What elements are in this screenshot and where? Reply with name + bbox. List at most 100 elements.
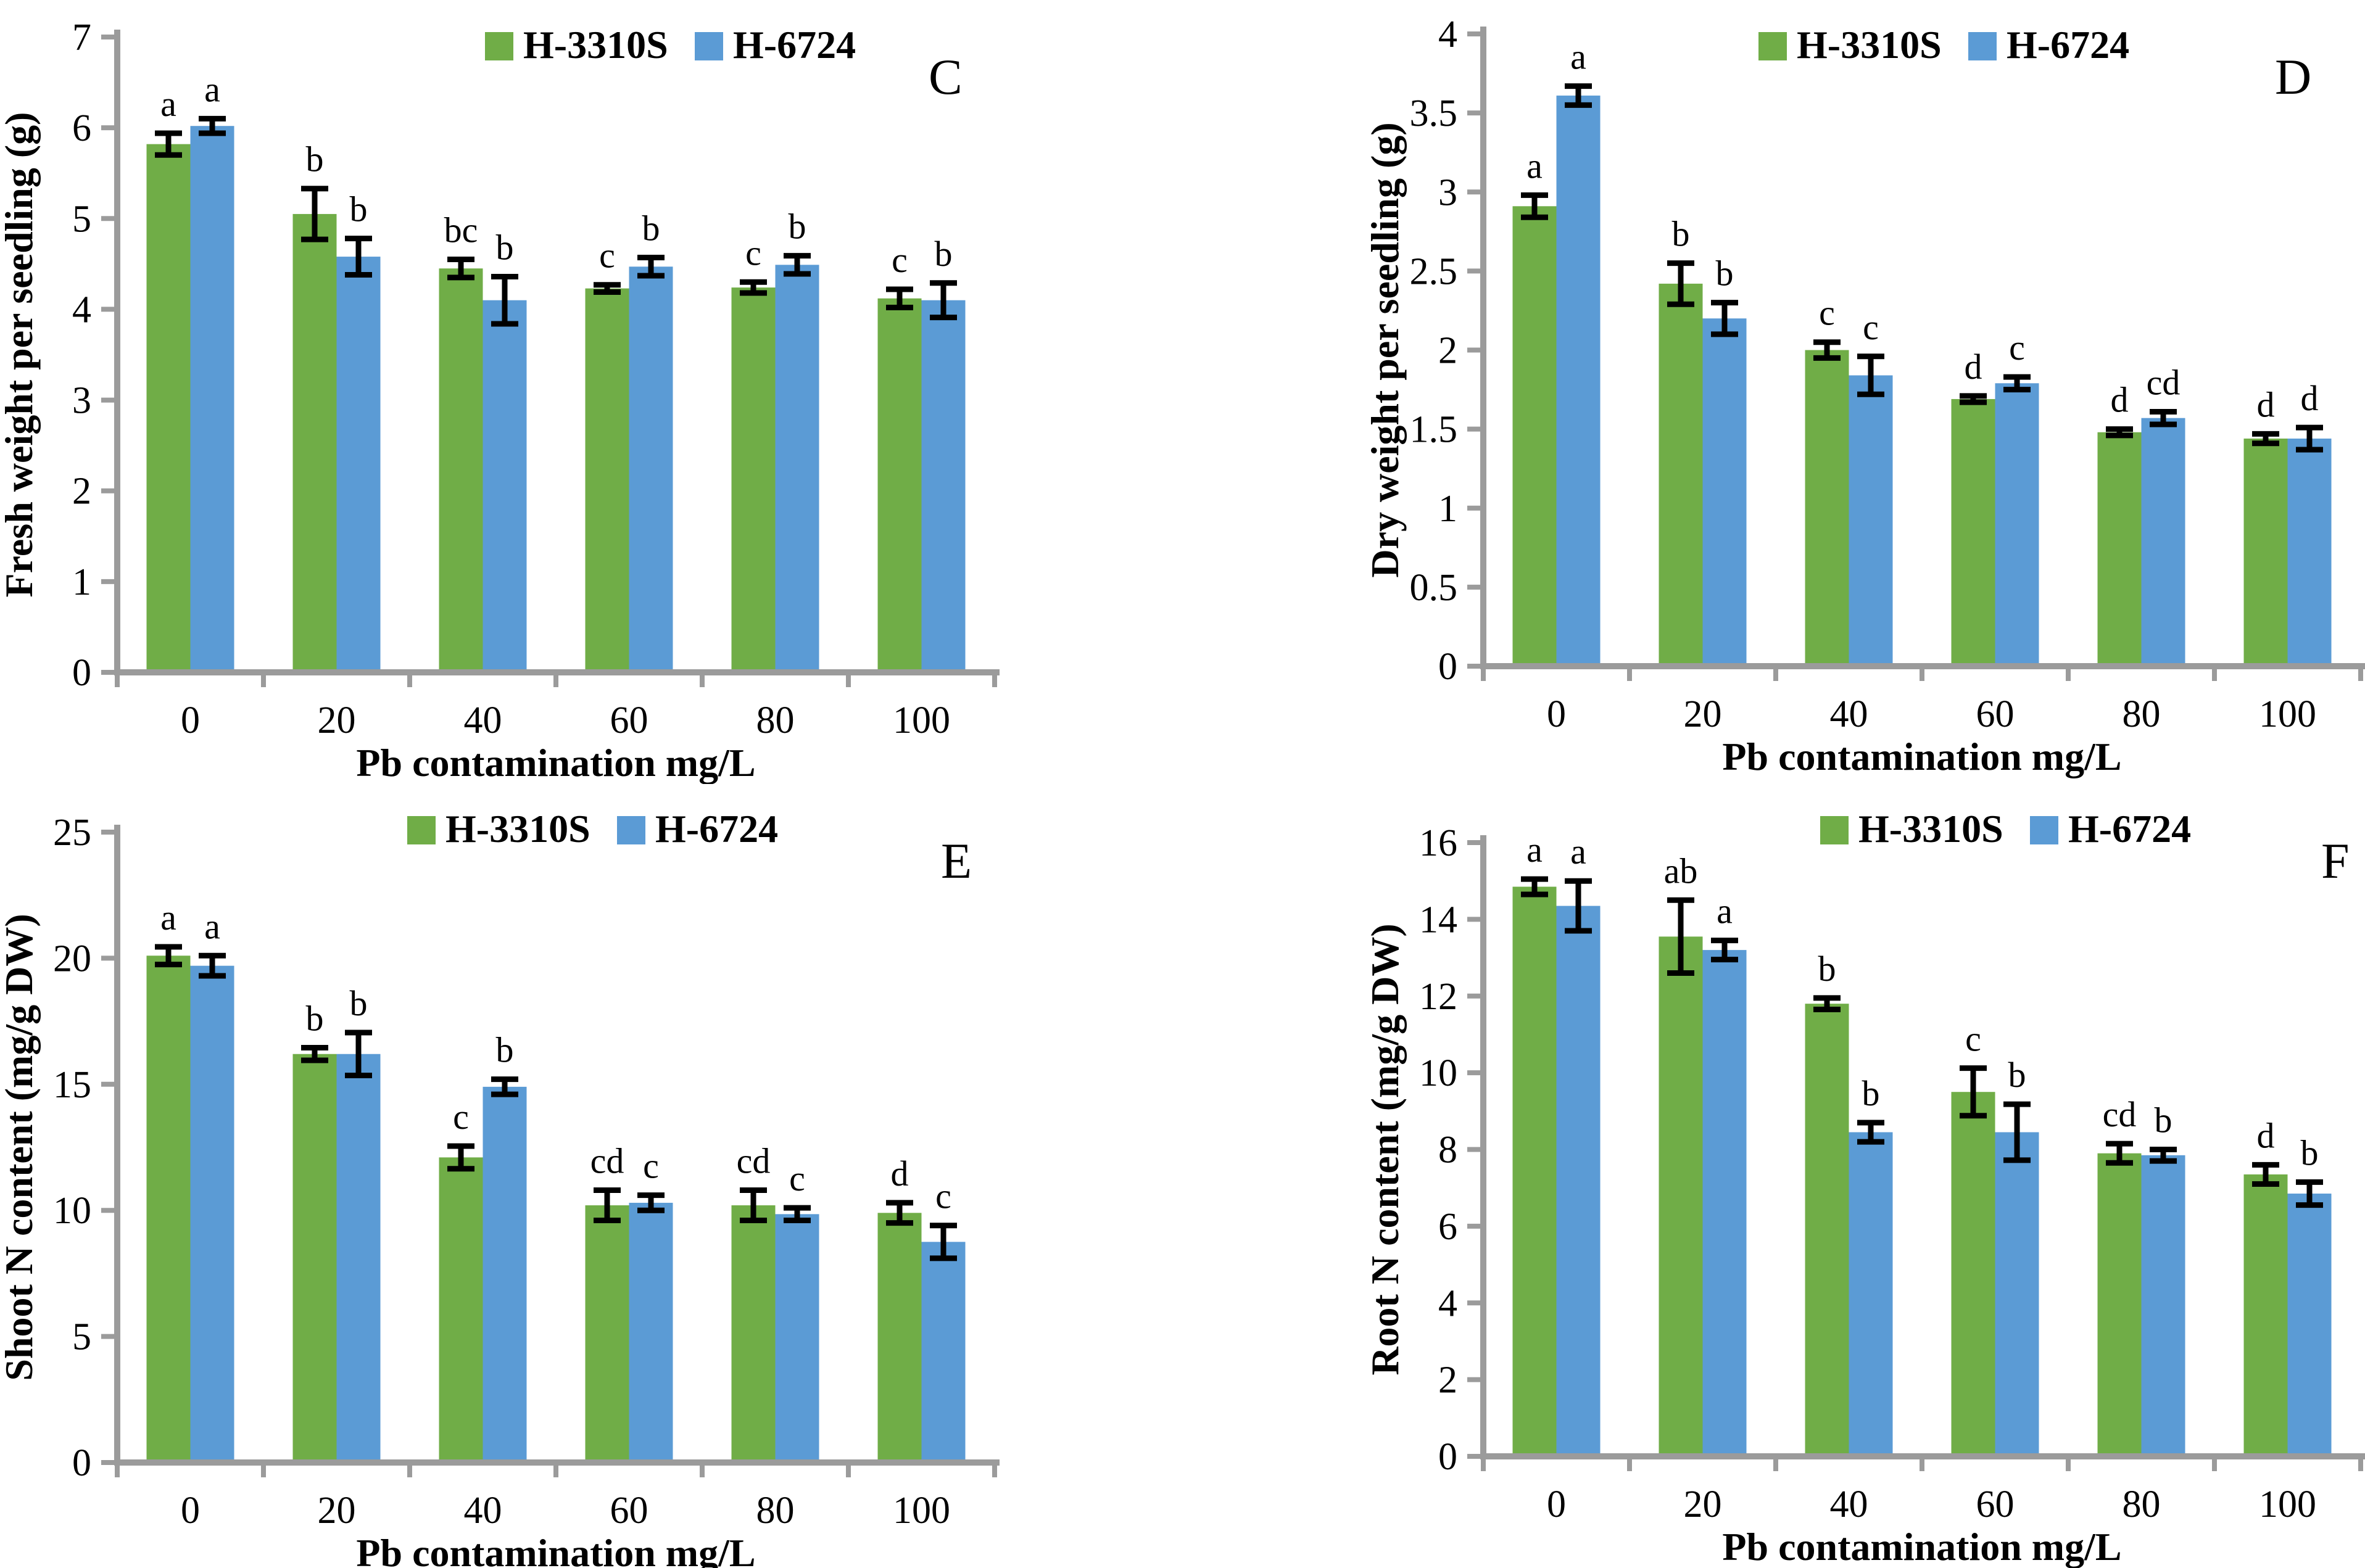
bar-H-3310S-60 xyxy=(1951,398,1995,666)
significance-letter: bc xyxy=(444,210,478,250)
legend-swatch-H-3310S xyxy=(485,32,513,60)
bar-H-6724-80 xyxy=(2141,1155,2185,1456)
significance-letter: d xyxy=(2257,384,2275,424)
y-tick-label: 7 xyxy=(72,17,91,59)
legend-label: H-6724 xyxy=(2007,23,2129,67)
bar-H-3310S-40 xyxy=(1805,350,1849,666)
bar-H-6724-80 xyxy=(775,1214,819,1463)
bar-H-3310S-60 xyxy=(585,1205,629,1463)
significance-letter: a xyxy=(1570,37,1586,77)
legend-swatch-H-6724 xyxy=(1968,32,1997,60)
y-tick-label: 10 xyxy=(53,1190,91,1232)
x-tick-label: 40 xyxy=(1830,693,1868,735)
y-tick-label: 2 xyxy=(1438,1360,1457,1401)
legend-swatch-H-3310S xyxy=(1820,816,1849,844)
y-tick-label: 4 xyxy=(1438,14,1457,56)
x-tick-label: 20 xyxy=(318,1490,356,1532)
legend-label: H-6724 xyxy=(2068,807,2191,851)
x-tick-label: 80 xyxy=(756,1490,795,1532)
y-tick-label: 4 xyxy=(72,289,91,331)
significance-letter: b xyxy=(306,999,324,1039)
bar-H-6724-0 xyxy=(190,126,234,672)
y-tick-label: 1.5 xyxy=(1410,409,1458,451)
y-tick-label: 14 xyxy=(1419,899,1457,941)
significance-letter: b xyxy=(496,1030,514,1070)
panel-letter: C xyxy=(929,49,963,105)
x-tick-label: 40 xyxy=(464,699,502,741)
y-tick-label: 0.5 xyxy=(1410,567,1458,609)
y-tick-label: 15 xyxy=(53,1064,91,1106)
y-tick-label: 25 xyxy=(53,812,91,854)
legend-swatch-H-6724 xyxy=(695,32,723,60)
significance-letter: a xyxy=(1526,146,1543,186)
bar-H-6724-80 xyxy=(775,265,819,672)
bar-H-3310S-0 xyxy=(1512,886,1557,1456)
y-tick-label: 2 xyxy=(1438,330,1457,372)
x-tick-label: 80 xyxy=(2123,1483,2161,1525)
y-tick-label: 8 xyxy=(1438,1129,1457,1171)
y-tick-label: 4 xyxy=(1438,1282,1457,1324)
legend-label: H-6724 xyxy=(655,807,778,851)
legend-label: H-3310S xyxy=(523,23,668,67)
x-tick-label: 60 xyxy=(1976,693,2015,735)
chart-panel-e: a b c cd cd d a b b c c c 0 5 10 15 20 25 0 20 40 60 80 100 Pb c… xyxy=(0,784,1182,1568)
significance-letter: c xyxy=(1819,293,1835,333)
chart-panel-f: a ab b c cd d a a b b b b 0 2 4 6 8 10 12 14 16 0 20 40 60 80 100 P… xyxy=(1183,784,2365,1568)
y-tick-label: 20 xyxy=(53,938,91,980)
bar-H-6724-60 xyxy=(629,1202,673,1463)
panel-letter: D xyxy=(2275,49,2311,105)
significance-letter: b xyxy=(306,139,324,179)
y-tick-label: 16 xyxy=(1419,822,1457,864)
bar-H-3310S-100 xyxy=(2243,439,2288,666)
significance-letter: b xyxy=(1716,254,1734,294)
y-tick-label: 0 xyxy=(72,652,91,694)
bar-H-6724-0 xyxy=(190,965,234,1463)
significance-letter: d xyxy=(2301,378,2319,418)
significance-letter: c xyxy=(789,1158,805,1199)
bar-H-3310S-40 xyxy=(439,268,483,672)
significance-letter: a xyxy=(160,84,176,124)
bar-H-3310S-20 xyxy=(292,213,337,672)
significance-letter: b xyxy=(1862,1073,1880,1113)
bar-H-3310S-60 xyxy=(585,288,629,673)
significance-letter: c xyxy=(453,1097,469,1137)
significance-letter: a xyxy=(160,897,176,938)
significance-letter: b xyxy=(350,983,368,1023)
bar-H-6724-20 xyxy=(336,257,381,673)
bar-H-3310S-100 xyxy=(877,1213,922,1463)
significance-letter: b xyxy=(2008,1055,2026,1095)
x-tick-label: 60 xyxy=(610,1490,648,1532)
y-tick-label: 0 xyxy=(72,1442,91,1484)
significance-letter: b xyxy=(1672,214,1690,254)
x-tick-label: 40 xyxy=(1830,1483,1868,1525)
significance-letter: c xyxy=(2009,328,2025,368)
panel-letter: E xyxy=(941,833,972,889)
bar-H-6724-100 xyxy=(2287,1194,2332,1456)
significance-letter: c xyxy=(892,240,908,280)
x-tick-label: 80 xyxy=(2123,693,2161,735)
bar-H-6724-40 xyxy=(1849,375,1893,666)
y-tick-label: 3 xyxy=(1438,171,1457,213)
bar-H-3310S-0 xyxy=(1512,206,1557,666)
significance-letter: a xyxy=(204,69,220,109)
significance-letter: c xyxy=(1863,307,1879,347)
x-tick-label: 60 xyxy=(1976,1483,2015,1525)
significance-letter: cd xyxy=(2147,362,2181,402)
y-tick-label: 12 xyxy=(1419,976,1457,1018)
x-tick-label: 0 xyxy=(181,699,200,741)
bar-H-6724-40 xyxy=(1849,1132,1893,1456)
y-tick-label: 1 xyxy=(1438,488,1457,530)
y-tick-label: 2.5 xyxy=(1410,250,1458,292)
y-axis-title: Fresh weight per seedling (g) xyxy=(0,112,41,598)
y-tick-label: 5 xyxy=(72,1316,91,1358)
bar-H-3310S-80 xyxy=(731,287,776,673)
bar-H-3310S-40 xyxy=(1805,1004,1849,1456)
significance-letter: b xyxy=(496,227,514,267)
bar-H-6724-40 xyxy=(483,300,527,672)
bar-H-6724-20 xyxy=(1702,318,1747,666)
y-tick-label: 1 xyxy=(72,561,91,603)
legend-swatch-H-3310S xyxy=(1758,32,1787,60)
legend-swatch-H-6724 xyxy=(617,816,645,844)
